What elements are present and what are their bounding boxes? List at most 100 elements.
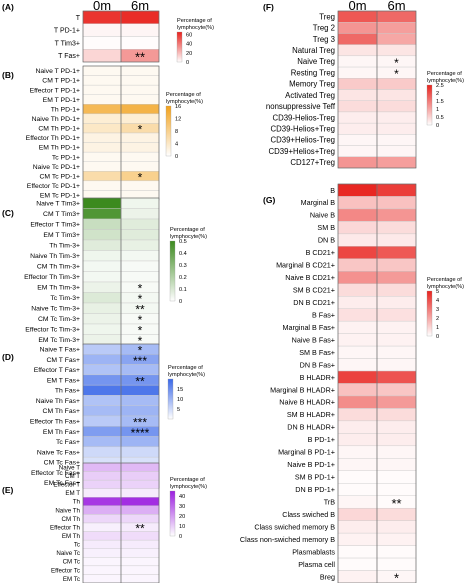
row-label: CM Th Fas+ (43, 408, 80, 415)
row-label: SM B HLADR+ (287, 410, 335, 419)
row-label: Marginal B Fas+ (282, 323, 335, 332)
heatmap-cell (82, 334, 122, 346)
row-label: Naive T Fas+ (40, 347, 80, 354)
heatmap-cell (120, 539, 160, 549)
row-label: CM Th (62, 516, 81, 523)
legend-title: Percentage of (168, 365, 203, 371)
heatmap-cell (120, 250, 160, 262)
row-label: Marginal B HLADR+ (270, 385, 335, 394)
heatmap-cell (120, 479, 160, 489)
row-label: DN B CD21+ (293, 298, 335, 307)
row-label: Naive B HLADR+ (279, 398, 335, 407)
heatmap-cell (376, 134, 417, 146)
panel-tag: (C) (2, 208, 14, 218)
column-header-6m: 6m (131, 0, 149, 13)
heatmap-cell (337, 100, 378, 113)
heatmap-cell (376, 78, 417, 90)
legend-tick-label: 2 (436, 316, 439, 322)
significance-mark: ** (391, 496, 401, 511)
heatmap-cell (82, 250, 122, 262)
row-label: Effector Th (50, 524, 81, 531)
row-label: Naive Th (55, 507, 80, 514)
significance-mark: * (138, 313, 143, 327)
row-label: CM T PD-1+ (42, 78, 80, 85)
heatmap-cell (376, 221, 417, 235)
legend-tick-label: 4 (175, 142, 178, 148)
row-label: T (76, 15, 81, 22)
row-label: Naive B CD21+ (285, 273, 335, 282)
heatmap-cell (82, 505, 122, 515)
heatmap-cell (82, 132, 122, 143)
legend-title: Percentage of (427, 277, 462, 283)
legend-title: lymphocyte(%) (170, 234, 207, 240)
row-label: Treg (319, 12, 335, 21)
heatmap-cell (120, 180, 160, 191)
legend-tick-label: 40 (179, 494, 185, 500)
row-label: Naive Tc Tim-3+ (31, 306, 80, 313)
heatmap-cell (376, 395, 417, 409)
colorbar (167, 378, 174, 420)
legend-tick-label: 0 (179, 534, 182, 540)
row-label: Treg 3 (313, 35, 335, 44)
legend-tick-label: 15 (177, 387, 183, 393)
heatmap-cell (120, 208, 160, 220)
legend-tick-label: 60 (186, 32, 192, 38)
colorbar (426, 84, 433, 126)
heatmap-cell (337, 111, 378, 124)
heatmap-panel-0: (A) T T PD-1+ T Tim3+ T Fas+ ** Percentage ofl… (2, 2, 214, 66)
row-label: TrB (324, 497, 336, 506)
row-label: EM T Tim3+ (43, 232, 80, 239)
row-label: Resting Treg (291, 68, 335, 77)
heatmap-cell (82, 436, 122, 448)
heatmap-cell (82, 479, 122, 489)
legend-title: lymphocyte(%) (427, 284, 464, 290)
row-label: T Fas+ (58, 53, 80, 60)
column-header-6m: 6m (387, 0, 405, 13)
heatmap-cell (337, 570, 378, 583)
legend-tick-label: 1.5 (436, 99, 444, 105)
legend-title: Percentage of (427, 71, 462, 77)
row-label: Naive Tc Fas+ (37, 449, 80, 456)
legend-tick-label: 40 (186, 42, 192, 48)
heatmap-cell (82, 488, 122, 498)
heatmap-cell (120, 531, 160, 541)
legend-tick-label: 0.4 (179, 251, 187, 257)
row-label: B Fas+ (312, 310, 335, 319)
heatmap-cell (376, 545, 417, 559)
row-label: Treg 2 (313, 24, 335, 33)
panel-tag: (B) (2, 70, 14, 80)
colorbar (169, 240, 176, 302)
legend-title: lymphocyte(%) (166, 99, 203, 105)
legend-title: Percentage of (170, 477, 205, 483)
heatmap-cell (82, 415, 122, 427)
legend-title: lymphocyte(%) (177, 25, 214, 31)
heatmap-cell (120, 23, 160, 37)
heatmap-panel-6: (G) B Marginal B Naive B SM B DN B B CD21+ Marg… (240, 183, 464, 583)
heatmap-cell (337, 55, 378, 68)
heatmap-cell (376, 308, 417, 322)
colorbar (176, 31, 183, 63)
row-label: Effector T PD-1+ (30, 87, 80, 94)
row-label: Effector Tc Fas+ (31, 470, 80, 477)
panel-tag: (A) (2, 2, 14, 12)
panel-tag: (F) (263, 2, 274, 12)
heatmap-cell (376, 445, 417, 459)
row-label: B HLADR+ (300, 373, 335, 382)
heatmap-cell (337, 370, 378, 384)
row-label: SM B CD21+ (293, 286, 335, 295)
heatmap-cell (337, 134, 378, 146)
heatmap-cell (376, 145, 417, 157)
row-label: Th PD-1+ (51, 106, 80, 113)
row-label: Effector Tc PD-1+ (27, 183, 80, 190)
heatmap-cell (337, 532, 378, 546)
significance-mark: * (138, 344, 143, 358)
legend-title: lymphocyte(%) (168, 372, 205, 378)
heatmap-cell (82, 113, 122, 124)
heatmap-cell (82, 395, 122, 406)
row-label: Natural Treg (292, 46, 335, 55)
row-label: Naive B Fas+ (292, 335, 335, 344)
heatmap-cell (82, 313, 122, 325)
row-label: Tc Fas+ (56, 439, 80, 446)
heatmap-cell (120, 471, 160, 481)
